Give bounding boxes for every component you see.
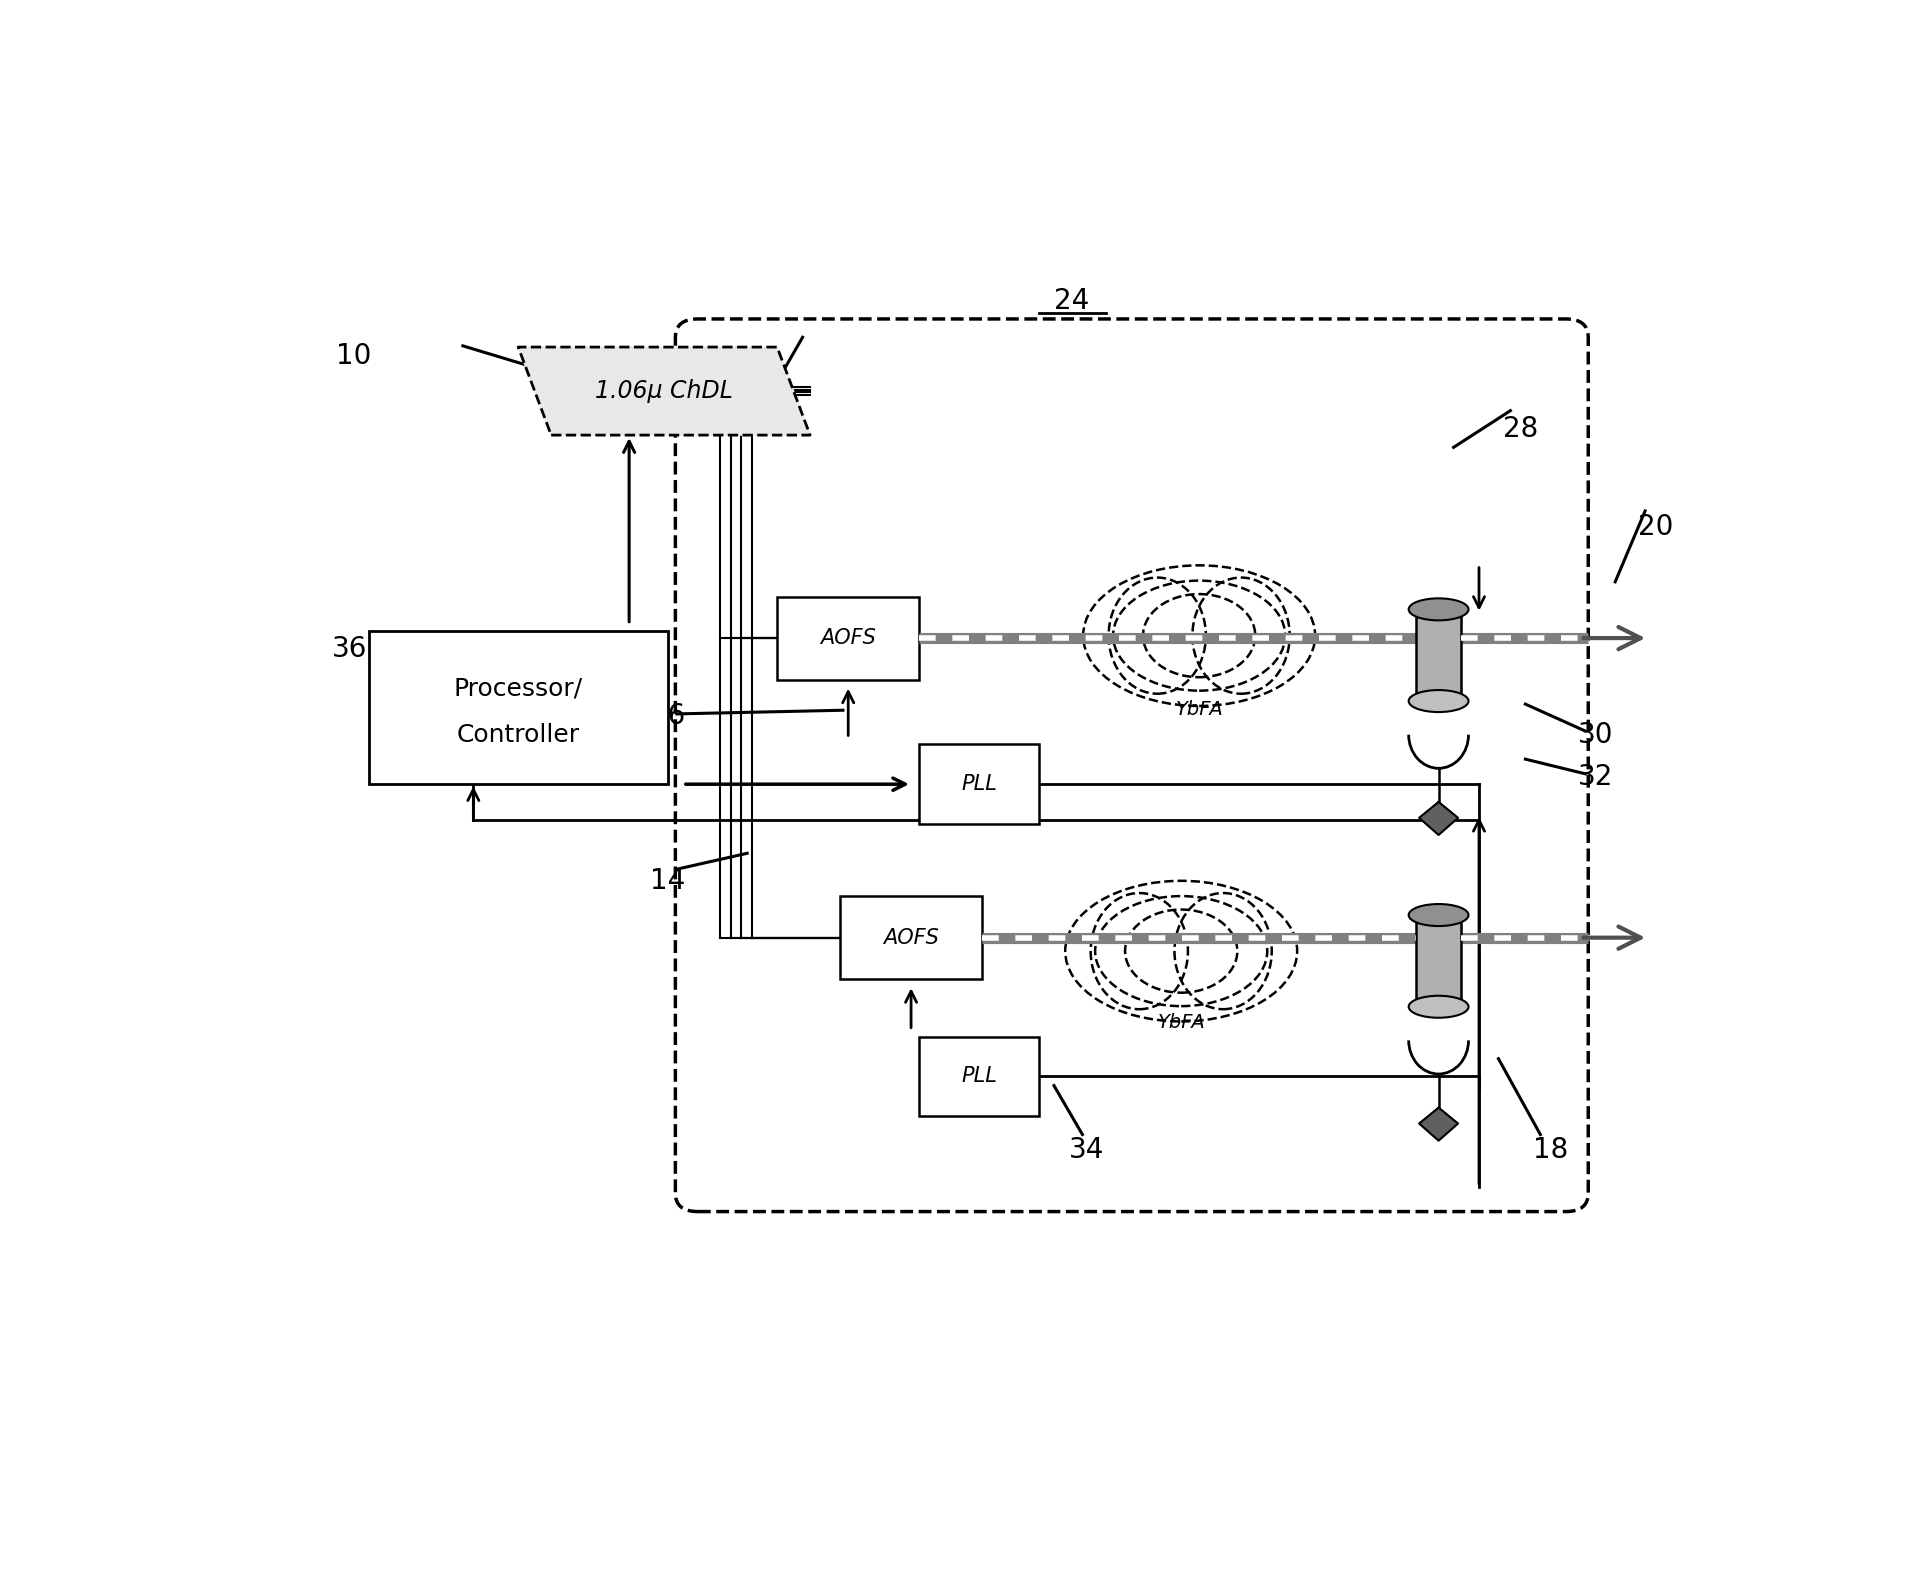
Ellipse shape [1409,904,1469,926]
Text: YbFA: YbFA [1156,1013,1204,1032]
Polygon shape [1419,1108,1457,1140]
Text: 10: 10 [336,341,371,370]
Text: 20: 20 [1637,513,1673,542]
Text: 28: 28 [1502,414,1538,443]
Text: 32: 32 [1577,764,1613,791]
Bar [840,896,982,980]
Text: 1.06μ ChDL: 1.06μ ChDL [594,380,733,403]
Text: YbFA: YbFA [1175,699,1222,718]
Bar [1415,610,1461,700]
Polygon shape [1419,802,1457,835]
Ellipse shape [1409,996,1469,1018]
Text: 18: 18 [1532,1137,1567,1164]
Bar [776,597,919,680]
Text: 30: 30 [1577,721,1613,748]
Polygon shape [517,348,811,435]
Text: Processor/: Processor/ [454,676,583,700]
Ellipse shape [1409,691,1469,711]
Text: 26: 26 [755,378,789,407]
Text: 34: 34 [1069,1137,1104,1164]
Text: Controller: Controller [455,723,579,746]
Text: 14: 14 [650,867,685,896]
Text: AOFS: AOFS [882,927,938,948]
Bar [1415,915,1461,1007]
Text: PLL: PLL [961,1067,996,1086]
Text: 24: 24 [1054,286,1089,314]
Bar [919,1037,1038,1116]
Text: 16: 16 [650,702,685,730]
Bar [369,630,668,783]
Text: 36: 36 [332,635,367,664]
Text: AOFS: AOFS [820,629,876,648]
Bar [919,745,1038,824]
Text: PLL: PLL [961,775,996,794]
Ellipse shape [1409,599,1469,621]
